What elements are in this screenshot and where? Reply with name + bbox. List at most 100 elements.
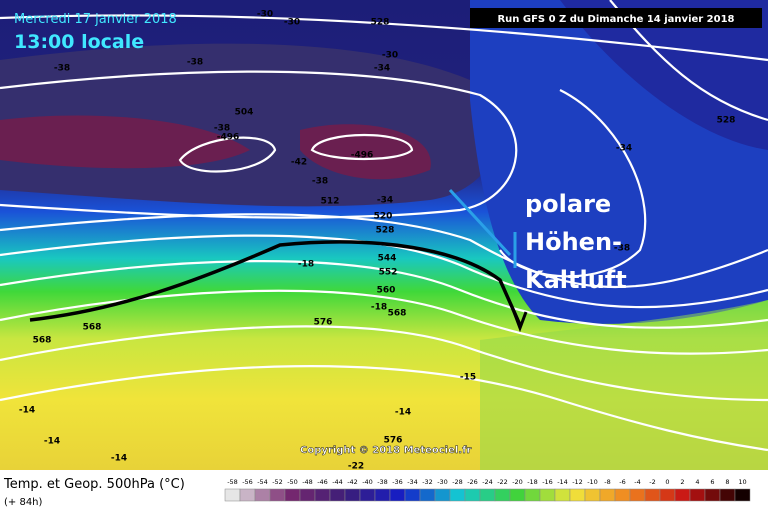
scale-label: -26 — [467, 478, 478, 486]
scale-label: -34 — [407, 478, 418, 486]
contour-label: -38 — [614, 244, 630, 254]
scale-swatch — [359, 488, 376, 502]
scale-label: -42 — [347, 478, 358, 486]
scale-label: -6 — [619, 478, 625, 486]
contour-label: -38 — [312, 177, 328, 187]
scale-swatch — [464, 488, 481, 502]
contour-label: 576 — [314, 318, 333, 328]
scale-swatch — [644, 488, 661, 502]
scale-label: -28 — [452, 478, 463, 486]
scale-label: -14 — [557, 478, 568, 486]
contour-label: -18 — [371, 303, 387, 313]
contour-label: 528 — [717, 116, 736, 126]
scale-label: -16 — [542, 478, 553, 486]
run: Run GFS 0 Z du Dimanche 14 janvier 2018 — [497, 14, 734, 25]
contour-label: -42 — [291, 158, 307, 168]
contour-label: -22 — [348, 462, 364, 472]
scale-label: 4 — [695, 478, 699, 486]
scale-label: -44 — [332, 478, 343, 486]
scale-swatch — [689, 488, 706, 502]
scale-label: 0 — [665, 478, 669, 486]
scale-swatch — [494, 488, 511, 502]
scale-label: -56 — [242, 478, 253, 486]
scale-swatch — [404, 488, 421, 502]
contour-label: 576 — [384, 436, 403, 446]
scale-label: -10 — [587, 478, 598, 486]
contour-label: 552 — [379, 268, 398, 278]
contour-label: -14 — [111, 454, 127, 464]
contour-label: 568 — [83, 323, 102, 333]
scale-label: -50 — [287, 478, 298, 486]
scale-label: -52 — [272, 478, 283, 486]
scale-label: -18 — [527, 478, 538, 486]
scale-label: -2 — [649, 478, 655, 486]
scale-swatch — [344, 488, 361, 502]
scale-swatch — [554, 488, 571, 502]
scale-label: 6 — [710, 478, 714, 486]
contour-label: -30 — [284, 18, 300, 28]
scale-swatch — [524, 488, 541, 502]
south-east — [480, 300, 768, 470]
footer: Temp. et Geop. 500hPa (°C) (+ 84h) -58 -5… — [0, 470, 768, 512]
scale-swatch — [269, 488, 286, 502]
scale-label: -30 — [437, 478, 448, 486]
scale-swatch — [479, 488, 496, 502]
scale-swatch — [659, 488, 676, 502]
scale-swatch — [719, 488, 736, 502]
scale-swatch — [449, 488, 466, 502]
scale-label: 2 — [680, 478, 684, 486]
contour-label: 504 — [235, 108, 254, 118]
contour-label: -496 — [351, 151, 374, 161]
scale-label: -40 — [362, 478, 373, 486]
scale-label: -4 — [634, 478, 640, 486]
jet-axis — [29, 240, 522, 326]
contour-label: -34 — [616, 144, 632, 154]
contour-label: -15 — [460, 373, 476, 383]
scale-label: -20 — [512, 478, 523, 486]
contour-label: -38 — [214, 124, 230, 134]
contour-label: 528 — [371, 18, 390, 28]
map: -30-30 528-38-38-30-34504-38-496-42-496-3… — [0, 0, 768, 472]
contour-label: -14 — [44, 437, 60, 447]
scale-label: 8 — [725, 478, 729, 486]
contour-label: -18 — [298, 260, 314, 270]
contour-label: 568 — [33, 336, 52, 346]
scale-swatch — [239, 488, 256, 502]
contour-label: 512 — [321, 197, 340, 207]
scale-swatch — [329, 488, 346, 502]
footer-title: Temp. et Geop. 500hPa (°C) — [3, 477, 185, 492]
annotation-line: Kaltluft — [525, 266, 627, 294]
arrow-head — [512, 311, 528, 333]
scale-label: -12 — [572, 478, 583, 486]
contour-label: -34 — [374, 64, 390, 74]
scale-swatch — [539, 488, 556, 502]
scale-swatch — [389, 488, 406, 502]
scale-label: -24 — [482, 478, 493, 486]
date: Mercredi 17 janvier 2018 — [14, 12, 177, 27]
scale-swatch — [584, 488, 601, 502]
north-east — [560, 0, 768, 150]
contours — [0, 0, 768, 450]
scale-label: -54 — [257, 478, 268, 486]
scale-swatch — [629, 488, 646, 502]
scale-swatch — [314, 488, 331, 502]
scale-swatch — [419, 488, 436, 502]
contour-label: 568 — [388, 309, 407, 319]
contour-label: -14 — [19, 406, 35, 416]
scale-label: -36 — [392, 478, 403, 486]
scale-label: -48 — [302, 478, 313, 486]
scale-label: -32 — [422, 478, 433, 486]
scale-swatch — [704, 488, 721, 502]
contour-label: 520 — [374, 212, 393, 222]
contour-label: -30 — [257, 10, 273, 20]
contour-label: 544 — [378, 254, 397, 264]
contour-label: -38 — [54, 64, 70, 74]
lead-time: (+ 84h) — [4, 497, 43, 508]
scale-swatch — [374, 488, 391, 502]
contour-label: -34 — [377, 196, 393, 206]
scale-swatch — [509, 488, 526, 502]
scale-label: -38 — [377, 478, 388, 486]
coldest-core — [0, 115, 431, 180]
contour-label: -496 — [217, 133, 240, 143]
